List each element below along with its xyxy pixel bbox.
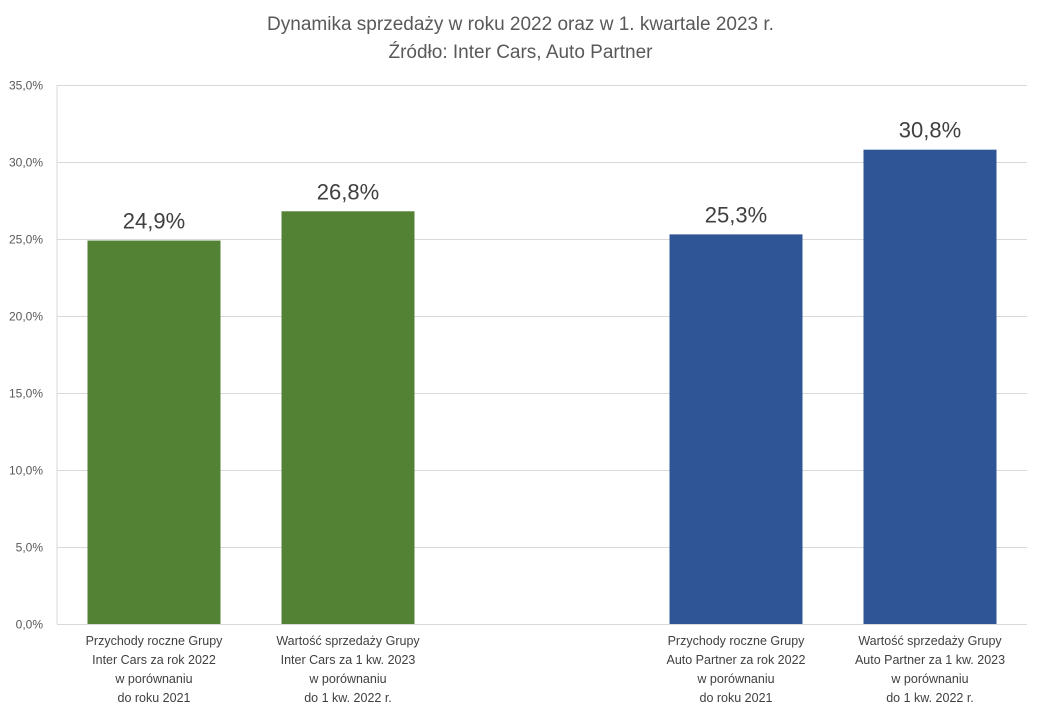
chart-title: Dynamika sprzedaży w roku 2022 oraz w 1.… — [267, 14, 774, 35]
y-tick-label: 25,0% — [9, 233, 43, 247]
y-tick-label: 0,0% — [16, 618, 44, 632]
y-tick-label: 5,0% — [16, 541, 44, 555]
data-label: 26,8% — [317, 179, 379, 204]
bar — [281, 211, 415, 624]
y-tick-label: 15,0% — [9, 387, 43, 401]
data-label: 24,9% — [123, 209, 185, 234]
x-tick-label: Wartość sprzedaży Grupy Inter Cars za 1 … — [276, 634, 420, 705]
y-tick-label: 30,0% — [9, 156, 43, 170]
bar — [87, 240, 221, 625]
bar — [863, 149, 997, 624]
bar — [669, 234, 803, 624]
y-tick-label: 20,0% — [9, 310, 43, 324]
x-tick-label: Przychody roczne Grupy Auto Partner za r… — [666, 634, 806, 705]
x-tick-label: Przychody roczne Grupy Inter Cars za rok… — [85, 634, 223, 705]
y-tick-label: 10,0% — [9, 464, 43, 478]
data-label: 25,3% — [705, 202, 767, 227]
chart-subtitle: Źródło: Inter Cars, Auto Partner — [388, 42, 653, 63]
y-tick-label: 35,0% — [9, 79, 43, 93]
x-tick-label: Wartość sprzedaży Grupy Auto Partner za … — [854, 634, 1006, 705]
data-label: 30,8% — [899, 118, 961, 143]
